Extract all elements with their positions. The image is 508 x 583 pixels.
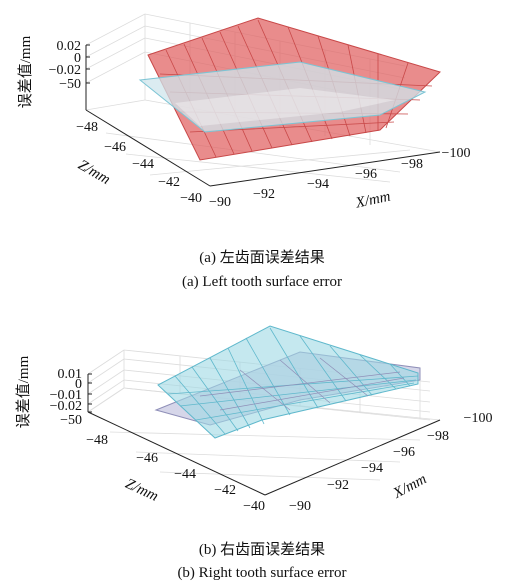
chart-b: 0.01 0 −0.01 −0.02 −50 误差值/mm −48 −46 −4… <box>15 325 492 581</box>
chart-b-x-tick: −100 <box>464 411 493 426</box>
chart-a-z-label: 误差值/mm <box>17 35 34 108</box>
chart-b-x-tick: −90 <box>289 499 311 514</box>
chart-b-x-tick: −98 <box>427 429 449 444</box>
chart-a-x-tick: −90 <box>209 195 231 210</box>
chart-b-y-label: Z/mm <box>123 476 161 505</box>
chart-a-x-tick: −100 <box>442 146 471 161</box>
chart-a-z-tick: 0.02 <box>57 39 82 54</box>
chart-b-caption-en: (b) Right tooth surface error <box>177 565 346 581</box>
chart-a-y-label: Z/mm <box>75 157 113 188</box>
chart-a-z-tick: 0 <box>74 51 81 66</box>
chart-a-y-tick: −40 <box>180 191 202 206</box>
chart-a-x-tick: −92 <box>253 187 275 202</box>
chart-a-y-tick: −46 <box>104 140 126 155</box>
chart-b-x-tick: −92 <box>327 478 349 493</box>
chart-b-z-tick: 0.01 <box>58 367 83 382</box>
chart-b-surface-cyan <box>157 325 419 439</box>
chart-b-z-tick: −50 <box>60 413 82 428</box>
chart-b-y-tick: −48 <box>86 433 108 448</box>
chart-b-z-ticks: 0.01 0 −0.01 −0.02 −50 <box>50 367 92 428</box>
chart-b-z-tick: −0.01 <box>50 388 82 403</box>
chart-b-axes <box>87 374 441 496</box>
chart-b-y-tick: −44 <box>174 467 196 482</box>
chart-b-z-tick: 0 <box>75 377 82 392</box>
chart-a-y-tick: −48 <box>76 120 98 135</box>
chart-b-x-tick: −96 <box>393 445 415 460</box>
chart-a-caption-en: (a) Left tooth surface error <box>182 274 342 290</box>
chart-a-z-ticks: 0.02 0 −0.02 −50 <box>49 39 90 92</box>
chart-a-z-tick: −50 <box>59 77 81 92</box>
chart-a-x-label: X/mm <box>353 189 392 212</box>
chart-b-y-tick: −46 <box>136 451 158 466</box>
chart-b-z-tick: −0.02 <box>50 399 82 414</box>
chart-b-x-ticks: −90 −92 −94 −96 −98 −100 <box>289 411 492 514</box>
chart-a-caption-cn: (a) 左齿面误差结果 <box>199 249 324 266</box>
chart-b-y-tick: −42 <box>214 483 236 498</box>
chart-a: 0.02 0 −0.02 −50 误差值/mm −48 −46 −44 −42 … <box>17 13 470 290</box>
chart-b-caption-cn: (b) 右齿面误差结果 <box>199 541 325 558</box>
chart-a-x-tick: −98 <box>401 157 423 172</box>
chart-a-y-tick: −44 <box>132 157 154 172</box>
chart-a-y-tick: −42 <box>158 175 180 190</box>
chart-a-y-ticks: −48 −46 −44 −42 −40 <box>76 120 202 206</box>
chart-b-x-label: X/mm <box>390 471 429 502</box>
chart-a-x-tick: −96 <box>355 167 377 182</box>
chart-a-z-tick: −0.02 <box>49 63 81 78</box>
chart-b-z-label: 误差值/mm <box>15 355 32 428</box>
chart-a-x-ticks: −90 −92 −94 −96 −98 −100 <box>209 146 470 210</box>
chart-b-y-ticks: −48 −46 −44 −42 −40 <box>86 433 265 514</box>
chart-a-x-tick: −94 <box>307 177 329 192</box>
chart-a-surface-cyan <box>138 61 427 133</box>
chart-b-y-tick: −40 <box>243 499 265 514</box>
chart-a-axes <box>85 45 441 187</box>
chart-b-x-tick: −94 <box>361 461 383 476</box>
